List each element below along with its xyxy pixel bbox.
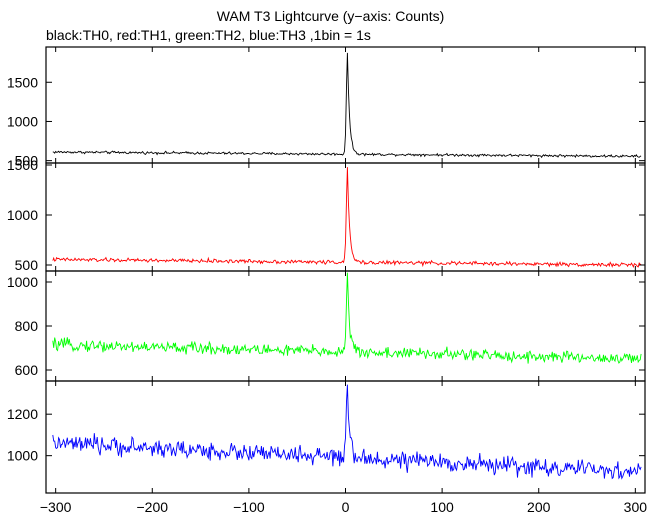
- x-tick-label-300: 300: [624, 499, 648, 515]
- panel-frame-th1: [45, 162, 646, 272]
- series-line-th3: [52, 384, 642, 480]
- chart-title: WAM T3 Lightcurve (y−axis: Counts): [216, 8, 445, 24]
- series-line-th0: [52, 52, 642, 159]
- y-tick-label-th1-1500: 1500: [7, 157, 38, 173]
- x-tick-label--100: −100: [233, 499, 265, 515]
- x-tick-label--200: −200: [137, 499, 169, 515]
- series-line-th1: [52, 167, 642, 268]
- y-tick-label-th3-1200: 1200: [7, 406, 38, 422]
- x-tick-label-0: 0: [342, 499, 350, 515]
- y-tick-label-th2-1000: 1000: [7, 274, 38, 290]
- chart-subtitle: black:TH0, red:TH1, green:TH2, blue:TH3 …: [46, 27, 371, 43]
- y-tick-label-th3-1000: 1000: [7, 448, 38, 464]
- panel-frame-th3: [45, 380, 646, 494]
- y-tick-label-th2-800: 800: [15, 318, 39, 334]
- y-tick-label-th2-600: 600: [15, 362, 39, 378]
- y-tick-label-th0-1000: 1000: [7, 113, 38, 129]
- x-tick-label-200: 200: [527, 499, 551, 515]
- panel-frame-th0: [45, 46, 646, 164]
- series-line-th2: [52, 272, 642, 364]
- x-tick-label-100: 100: [430, 499, 454, 515]
- y-tick-label-th0-500: 500: [15, 153, 39, 169]
- y-tick-label-th1-1000: 1000: [7, 207, 38, 223]
- y-tick-label-th1-500: 500: [15, 257, 39, 273]
- y-tick-label-th0-1500: 1500: [7, 74, 38, 90]
- x-tick-label--300: −300: [40, 499, 72, 515]
